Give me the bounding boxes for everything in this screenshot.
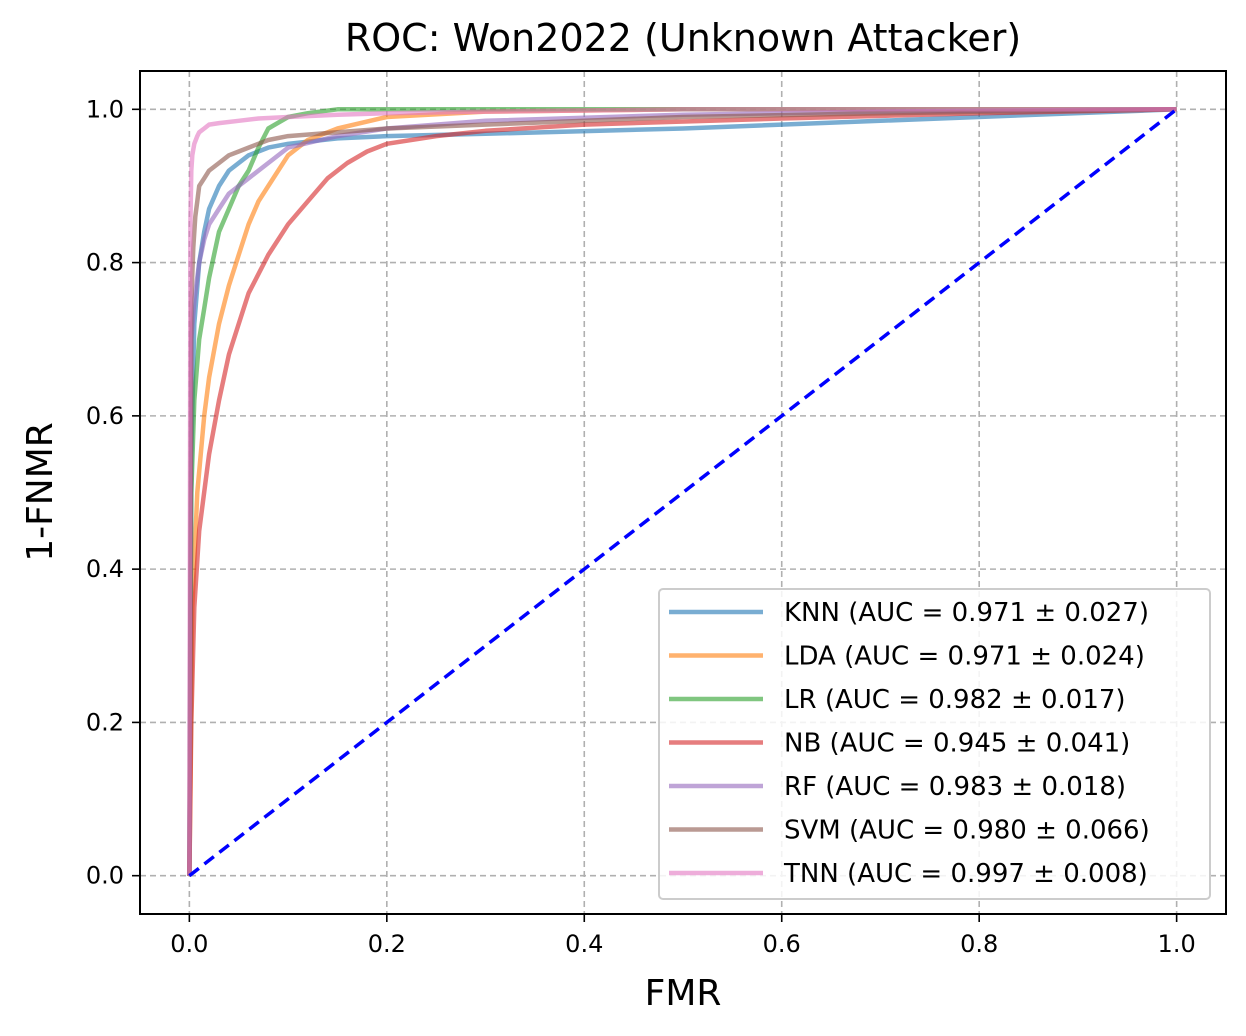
series-line-1 — [187, 107, 1177, 876]
axis-ticks: 0.0 0.2 0.4 0.6 0.8 1.0 0.0 0.2 0.4 0.6 0.8 1.0 — [86, 95, 1196, 958]
x-tick-label: 0.8 — [960, 930, 998, 958]
x-tick-label: 0.4 — [565, 930, 603, 958]
x-tick-label: 1.0 — [1158, 930, 1196, 958]
series-line-4 — [187, 107, 1177, 876]
chart-title: ROC: Won2022 (Unknown Attacker) — [345, 16, 1021, 60]
legend: KNN (AUC = 0.971 ± 0.027) LDA (AUC = 0.97… — [658, 588, 1211, 900]
x-axis-label: FMR — [645, 973, 722, 1014]
y-tick-label: 0.4 — [86, 555, 124, 583]
legend-label: LR (AUC = 0.982 ± 0.017) — [784, 685, 1126, 715]
x-tick-label: 0.0 — [170, 930, 208, 958]
series-line-3 — [187, 107, 1177, 876]
y-tick-label: 0.2 — [86, 708, 124, 736]
y-tick-label: 0.6 — [86, 402, 124, 430]
legend-label: RF (AUC = 0.983 ± 0.018) — [784, 772, 1126, 802]
legend-label: SVM (AUC = 0.980 ± 0.066) — [784, 816, 1150, 846]
legend-label: TNN (AUC = 0.997 ± 0.008) — [783, 859, 1148, 889]
legend-label: NB (AUC = 0.945 ± 0.041) — [784, 729, 1130, 759]
series-line-2 — [187, 107, 1177, 876]
x-tick-label: 0.2 — [368, 930, 406, 958]
legend-label: LDA (AUC = 0.971 ± 0.024) — [784, 642, 1145, 672]
legend-box — [658, 588, 1211, 900]
plot-area-frame — [139, 70, 1227, 915]
y-axis-label: 1-FNMR — [20, 422, 61, 562]
y-tick-label: 1.0 — [86, 95, 124, 123]
y-tick-label: 0.8 — [86, 249, 124, 277]
series-line-5 — [187, 107, 1177, 876]
y-tick-label: 0.0 — [86, 862, 124, 890]
legend-label: KNN (AUC = 0.971 ± 0.027) — [784, 598, 1149, 628]
series-line-6 — [187, 107, 1177, 876]
x-tick-label: 0.6 — [763, 930, 801, 958]
series-lines — [187, 107, 1177, 876]
